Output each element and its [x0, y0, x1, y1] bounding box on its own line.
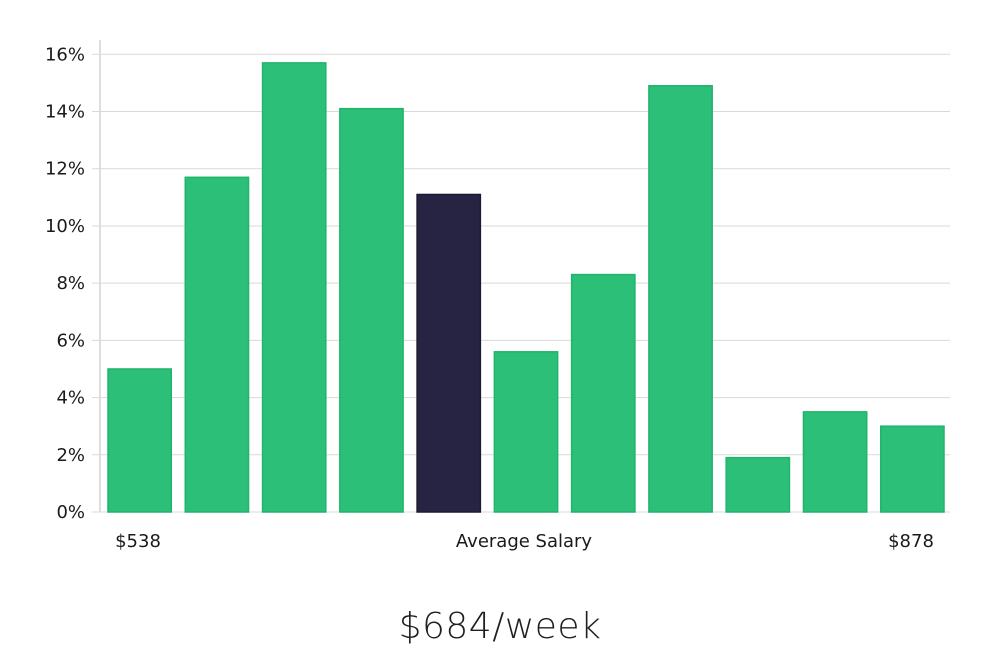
bar-highlighted — [416, 193, 482, 513]
y-tick-label: 2% — [56, 445, 85, 466]
bar — [802, 411, 868, 513]
y-axis: 0% 2% 4% 6% 8% 10% 12% 14% 16% — [45, 44, 85, 523]
bar — [339, 107, 404, 513]
average-salary-value: $684/week — [398, 606, 602, 647]
x-label-min: $538 — [115, 531, 161, 552]
y-tick-label: 12% — [45, 159, 85, 180]
bar — [107, 368, 173, 513]
y-tick-label: 16% — [45, 44, 85, 65]
x-axis: $538 Average Salary $878 — [115, 531, 934, 552]
y-tick-label: 8% — [56, 273, 85, 294]
y-tick-label: 4% — [56, 388, 85, 409]
x-label-center: Average Salary — [456, 531, 593, 552]
chart-svg: 0% 2% 4% 6% 8% 10% 12% 14% 16% $538 Average Sala… — [45, 40, 950, 552]
y-tick-label: 10% — [45, 216, 85, 237]
salary-histogram: 0% 2% 4% 6% 8% 10% 12% 14% 16% $538 Average Sala… — [45, 40, 950, 552]
bar — [261, 62, 327, 513]
bar — [570, 273, 636, 513]
x-label-max: $878 — [888, 531, 934, 552]
bars-layer — [107, 62, 945, 513]
y-tick-label: 6% — [56, 330, 85, 351]
bar — [725, 456, 791, 513]
y-tick-label: 0% — [56, 502, 85, 523]
bar — [184, 176, 250, 513]
bar — [493, 351, 559, 513]
bar — [879, 425, 945, 513]
bar — [648, 85, 713, 513]
y-tick-label: 14% — [45, 102, 85, 123]
